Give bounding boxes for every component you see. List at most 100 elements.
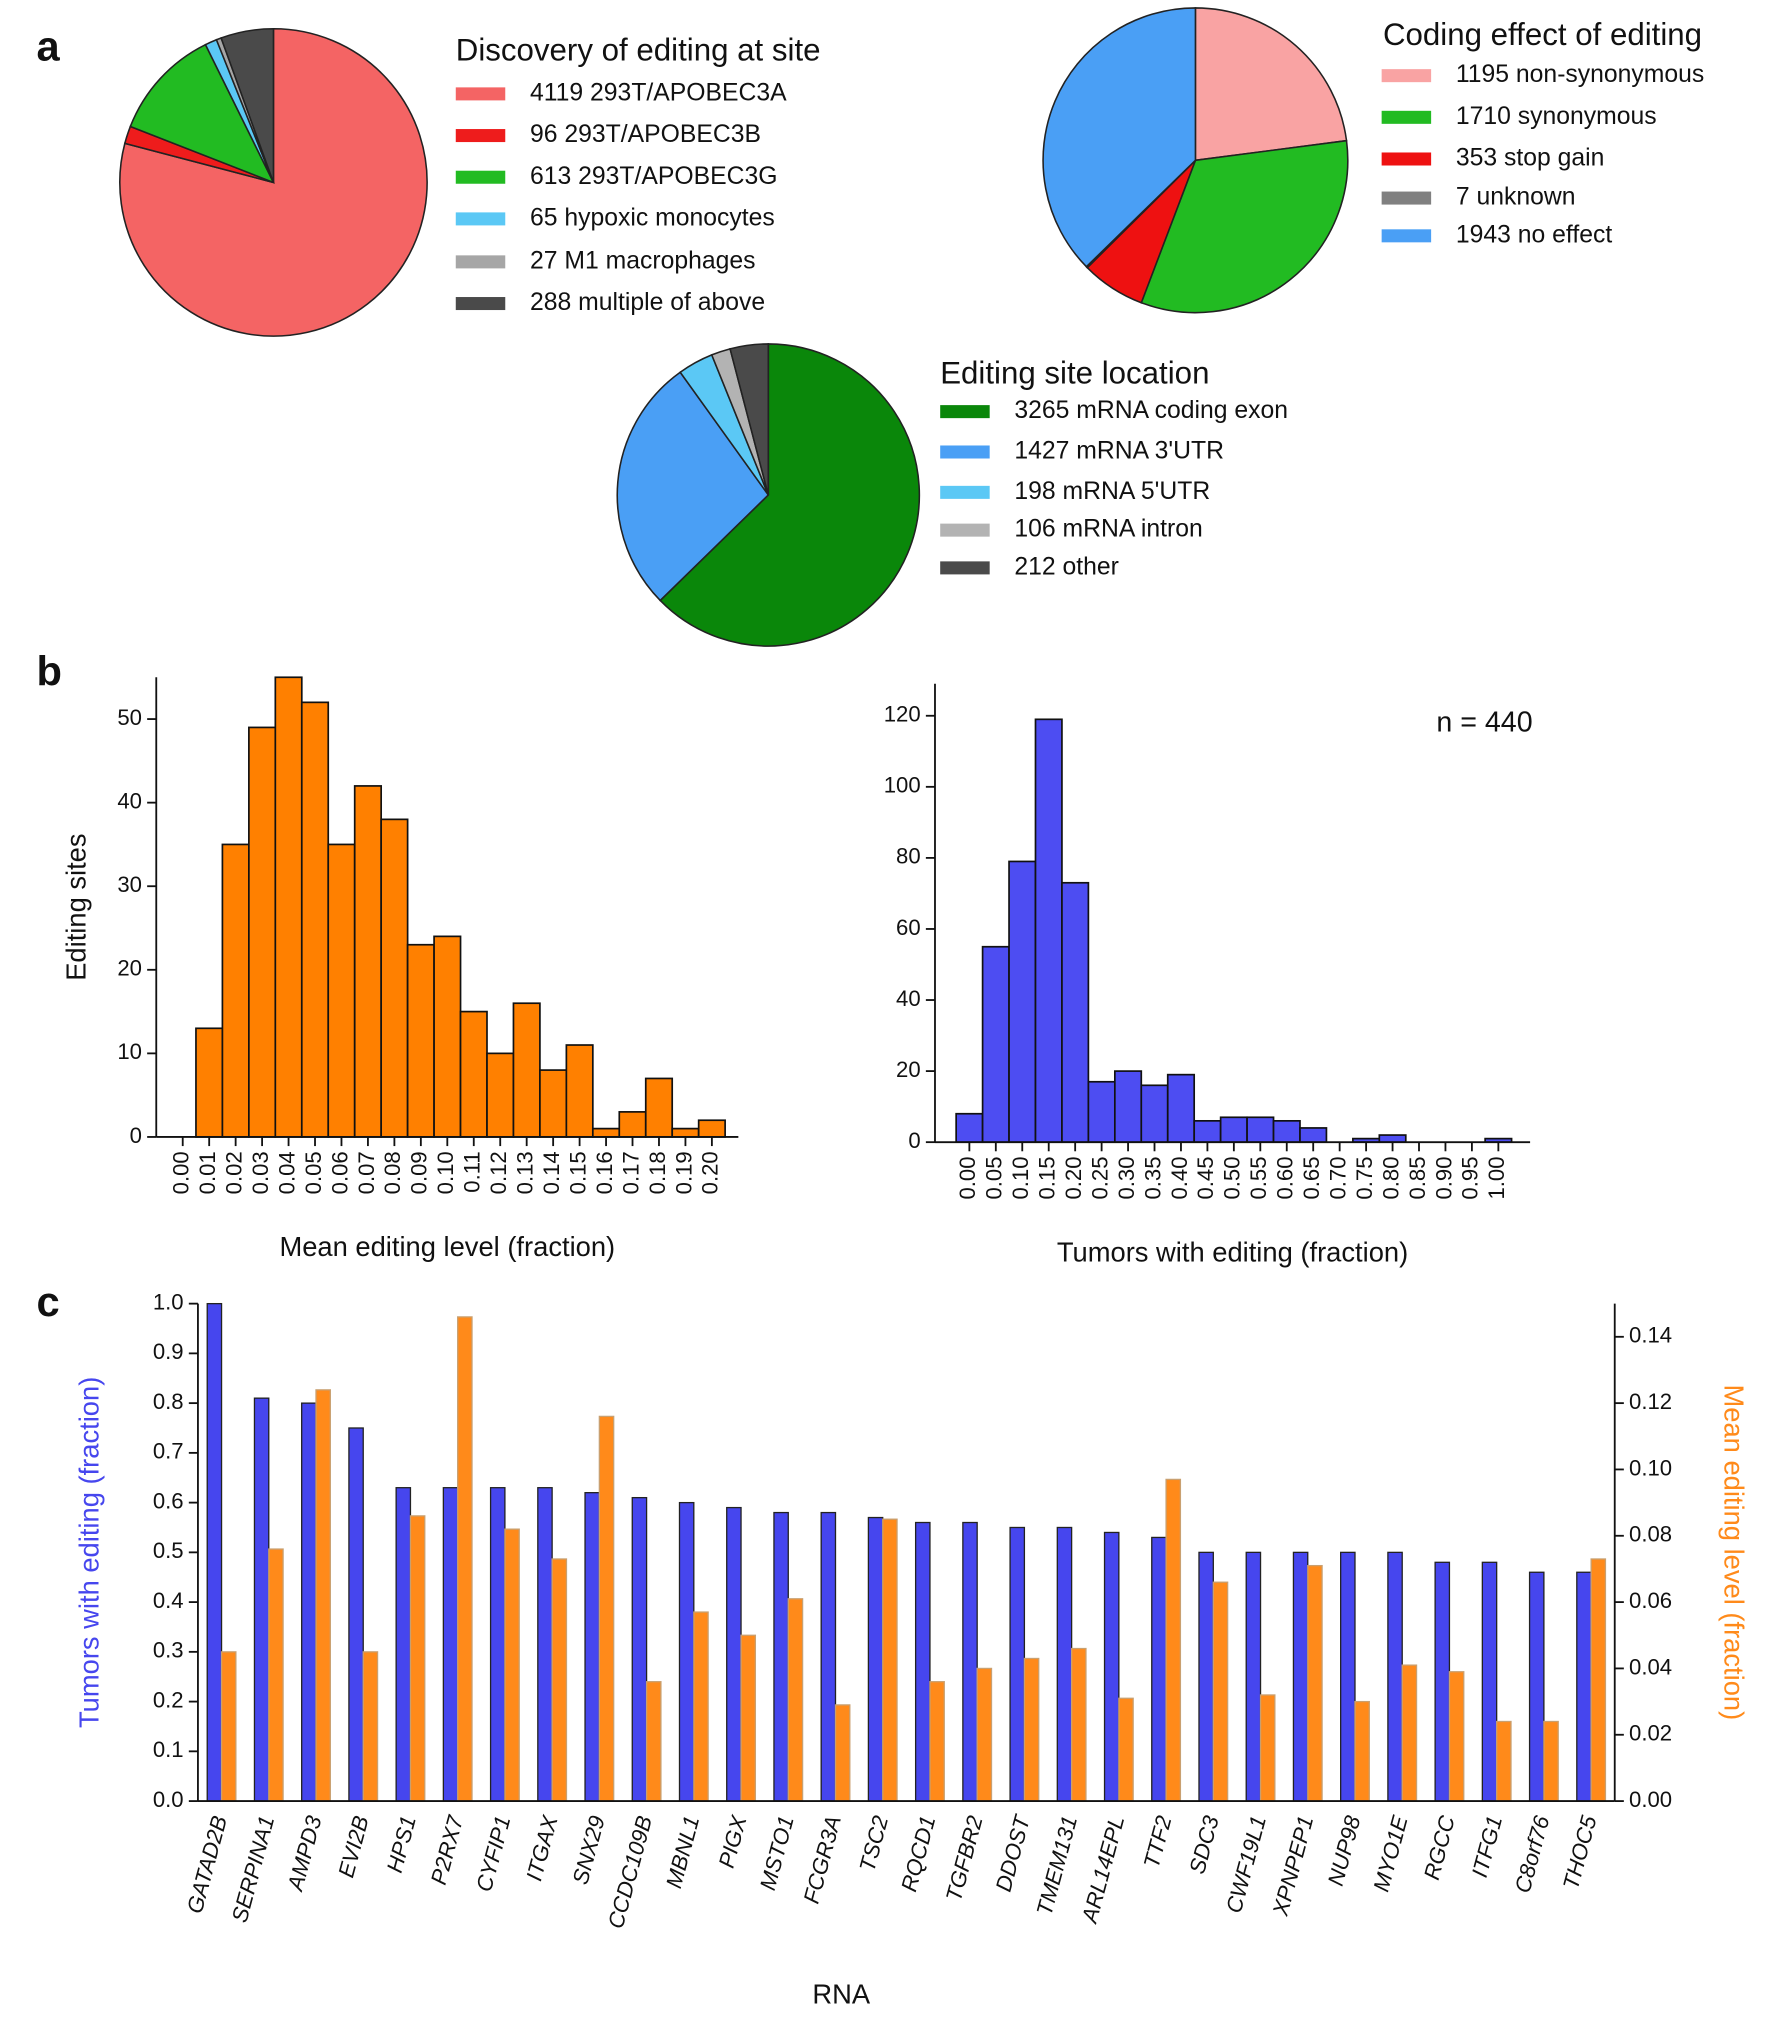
bar (1387, 1551, 1403, 1802)
bar (1448, 1671, 1465, 1802)
bar (362, 1651, 379, 1802)
x-tick-label: 0.45 (1193, 1156, 1218, 1199)
x-tick-label: 0.03 (248, 1151, 273, 1194)
legend-title: Discovery of editing at site (456, 32, 821, 67)
x-tick-label: TGFBR2 (941, 1813, 988, 1904)
bar (1340, 1551, 1356, 1802)
bar (1070, 1647, 1087, 1802)
bar (773, 1511, 789, 1802)
histogram-bar (274, 676, 303, 1138)
bar (442, 1487, 459, 1802)
x-tick-label: 0.05 (982, 1156, 1007, 1199)
legend-swatch (940, 561, 990, 575)
histogram-bar (1246, 1116, 1275, 1144)
y-tick-label: 0.7 (153, 1439, 184, 1464)
bar (206, 1302, 223, 1802)
bar (929, 1681, 945, 1802)
pie-slice (119, 27, 428, 337)
bar (1259, 1694, 1276, 1802)
legend-swatch (940, 445, 990, 459)
pie-slice (659, 343, 921, 647)
x-tick-label: TMEM131 (1032, 1813, 1083, 1918)
bar (1056, 1526, 1073, 1802)
x-tick-label: 0.10 (433, 1151, 458, 1194)
y-tick-label: 80 (896, 844, 921, 869)
histogram-bar (1166, 1073, 1196, 1144)
x-tick-label: 0.60 (1273, 1156, 1298, 1199)
bar (645, 1681, 662, 1802)
x-tick-label: 0.00 (169, 1151, 194, 1194)
histogram-bar (512, 1002, 541, 1138)
x-tick-label: 0.50 (1220, 1156, 1245, 1199)
y2-tick-label: 0.00 (1629, 1787, 1672, 1812)
x-tick-label: 0.18 (645, 1151, 670, 1194)
y-tick-label: 20 (896, 1057, 921, 1082)
y-tick-label: 100 (884, 773, 921, 798)
bar (693, 1611, 709, 1802)
x-tick-label: 0.85 (1405, 1156, 1430, 1199)
bar (1481, 1561, 1498, 1802)
legend-label: 288 multiple of above (530, 289, 765, 316)
y-tick-label: 120 (884, 702, 921, 727)
bar (537, 1487, 553, 1802)
x-tick-label: NUP98 (1323, 1812, 1366, 1888)
y-tick-label: 20 (117, 956, 142, 981)
histogram-bar (459, 1010, 488, 1138)
x-tick-label: 0.09 (407, 1151, 432, 1194)
x-tick-label: ITFG1 (1467, 1813, 1507, 1880)
x-tick-label: XPNPEP1 (1267, 1813, 1318, 1919)
histogram-bar (353, 785, 383, 1138)
legend-label: 106 mRNA intron (1014, 516, 1202, 543)
histogram-bar (1034, 718, 1063, 1144)
y-tick-label: 0.8 (153, 1389, 184, 1414)
x-tick-label: TTF2 (1139, 1813, 1177, 1871)
bar (678, 1501, 695, 1802)
x-tick-label: 0.20 (698, 1151, 723, 1194)
y-tick-label: 40 (896, 986, 921, 1011)
legend-label: 4119 293T/APOBEC3A (530, 79, 787, 106)
x-tick-label: 0.19 (671, 1151, 696, 1194)
legend-label: 1943 no effect (1456, 221, 1612, 248)
legend-swatch (1381, 229, 1432, 243)
x-tick-label: 0.17 (618, 1151, 643, 1194)
x-tick-label: 0.16 (592, 1151, 617, 1194)
y-tick-label: 0.5 (153, 1538, 184, 1563)
pie-slice (616, 371, 770, 602)
histogram-bar (697, 1119, 726, 1138)
legend-label: 96 293T/APOBEC3B (530, 121, 761, 148)
bar (1590, 1558, 1607, 1802)
histogram-bar (1087, 1080, 1116, 1144)
y-tick-label: 10 (117, 1039, 142, 1064)
bar (504, 1528, 520, 1802)
x-tick-label: PIGX (714, 1812, 752, 1871)
bar (489, 1487, 506, 1802)
histogram-bar (644, 1077, 674, 1138)
x-axis-label: Mean editing level (fraction) (279, 1231, 615, 1262)
histogram-bar (1272, 1119, 1301, 1144)
histogram-bar (981, 945, 1010, 1144)
legend-label: 353 stop gain (1456, 145, 1605, 172)
y-tick-label: 0.3 (153, 1638, 184, 1663)
x-tick-label: SERPINA1 (227, 1813, 279, 1925)
x-tick-label: FCGR3A (799, 1813, 846, 1906)
y-tick-label: 0.9 (153, 1339, 184, 1364)
x-tick-label: 0.30 (1114, 1156, 1139, 1199)
histogram-bar (1008, 860, 1037, 1144)
bar (1151, 1536, 1167, 1802)
y-tick-label: 60 (896, 915, 921, 940)
x-tick-label: P2RX7 (426, 1812, 468, 1887)
histogram-bar (1219, 1116, 1248, 1144)
x-axis-label: RNA (812, 1979, 870, 2010)
x-tick-label: 0.06 (327, 1151, 352, 1194)
bar (1292, 1551, 1309, 1802)
x-tick-label: ITGAX (521, 1812, 563, 1884)
panel-label: a (36, 23, 60, 70)
histogram-bar (1140, 1084, 1169, 1144)
legend-swatch (940, 405, 990, 419)
x-tick-label: GATAD2B (182, 1813, 232, 1916)
x-tick-label: 0.40 (1167, 1156, 1192, 1199)
y-axis-label: Tumors with editing (fraction) (73, 1377, 104, 1728)
x-tick-label: MYO1E (1368, 1813, 1412, 1895)
bar (882, 1518, 898, 1802)
